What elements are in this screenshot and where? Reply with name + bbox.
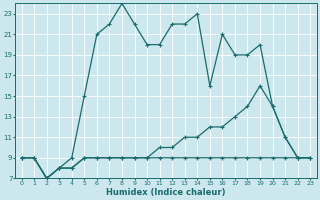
X-axis label: Humidex (Indice chaleur): Humidex (Indice chaleur) (106, 188, 226, 197)
